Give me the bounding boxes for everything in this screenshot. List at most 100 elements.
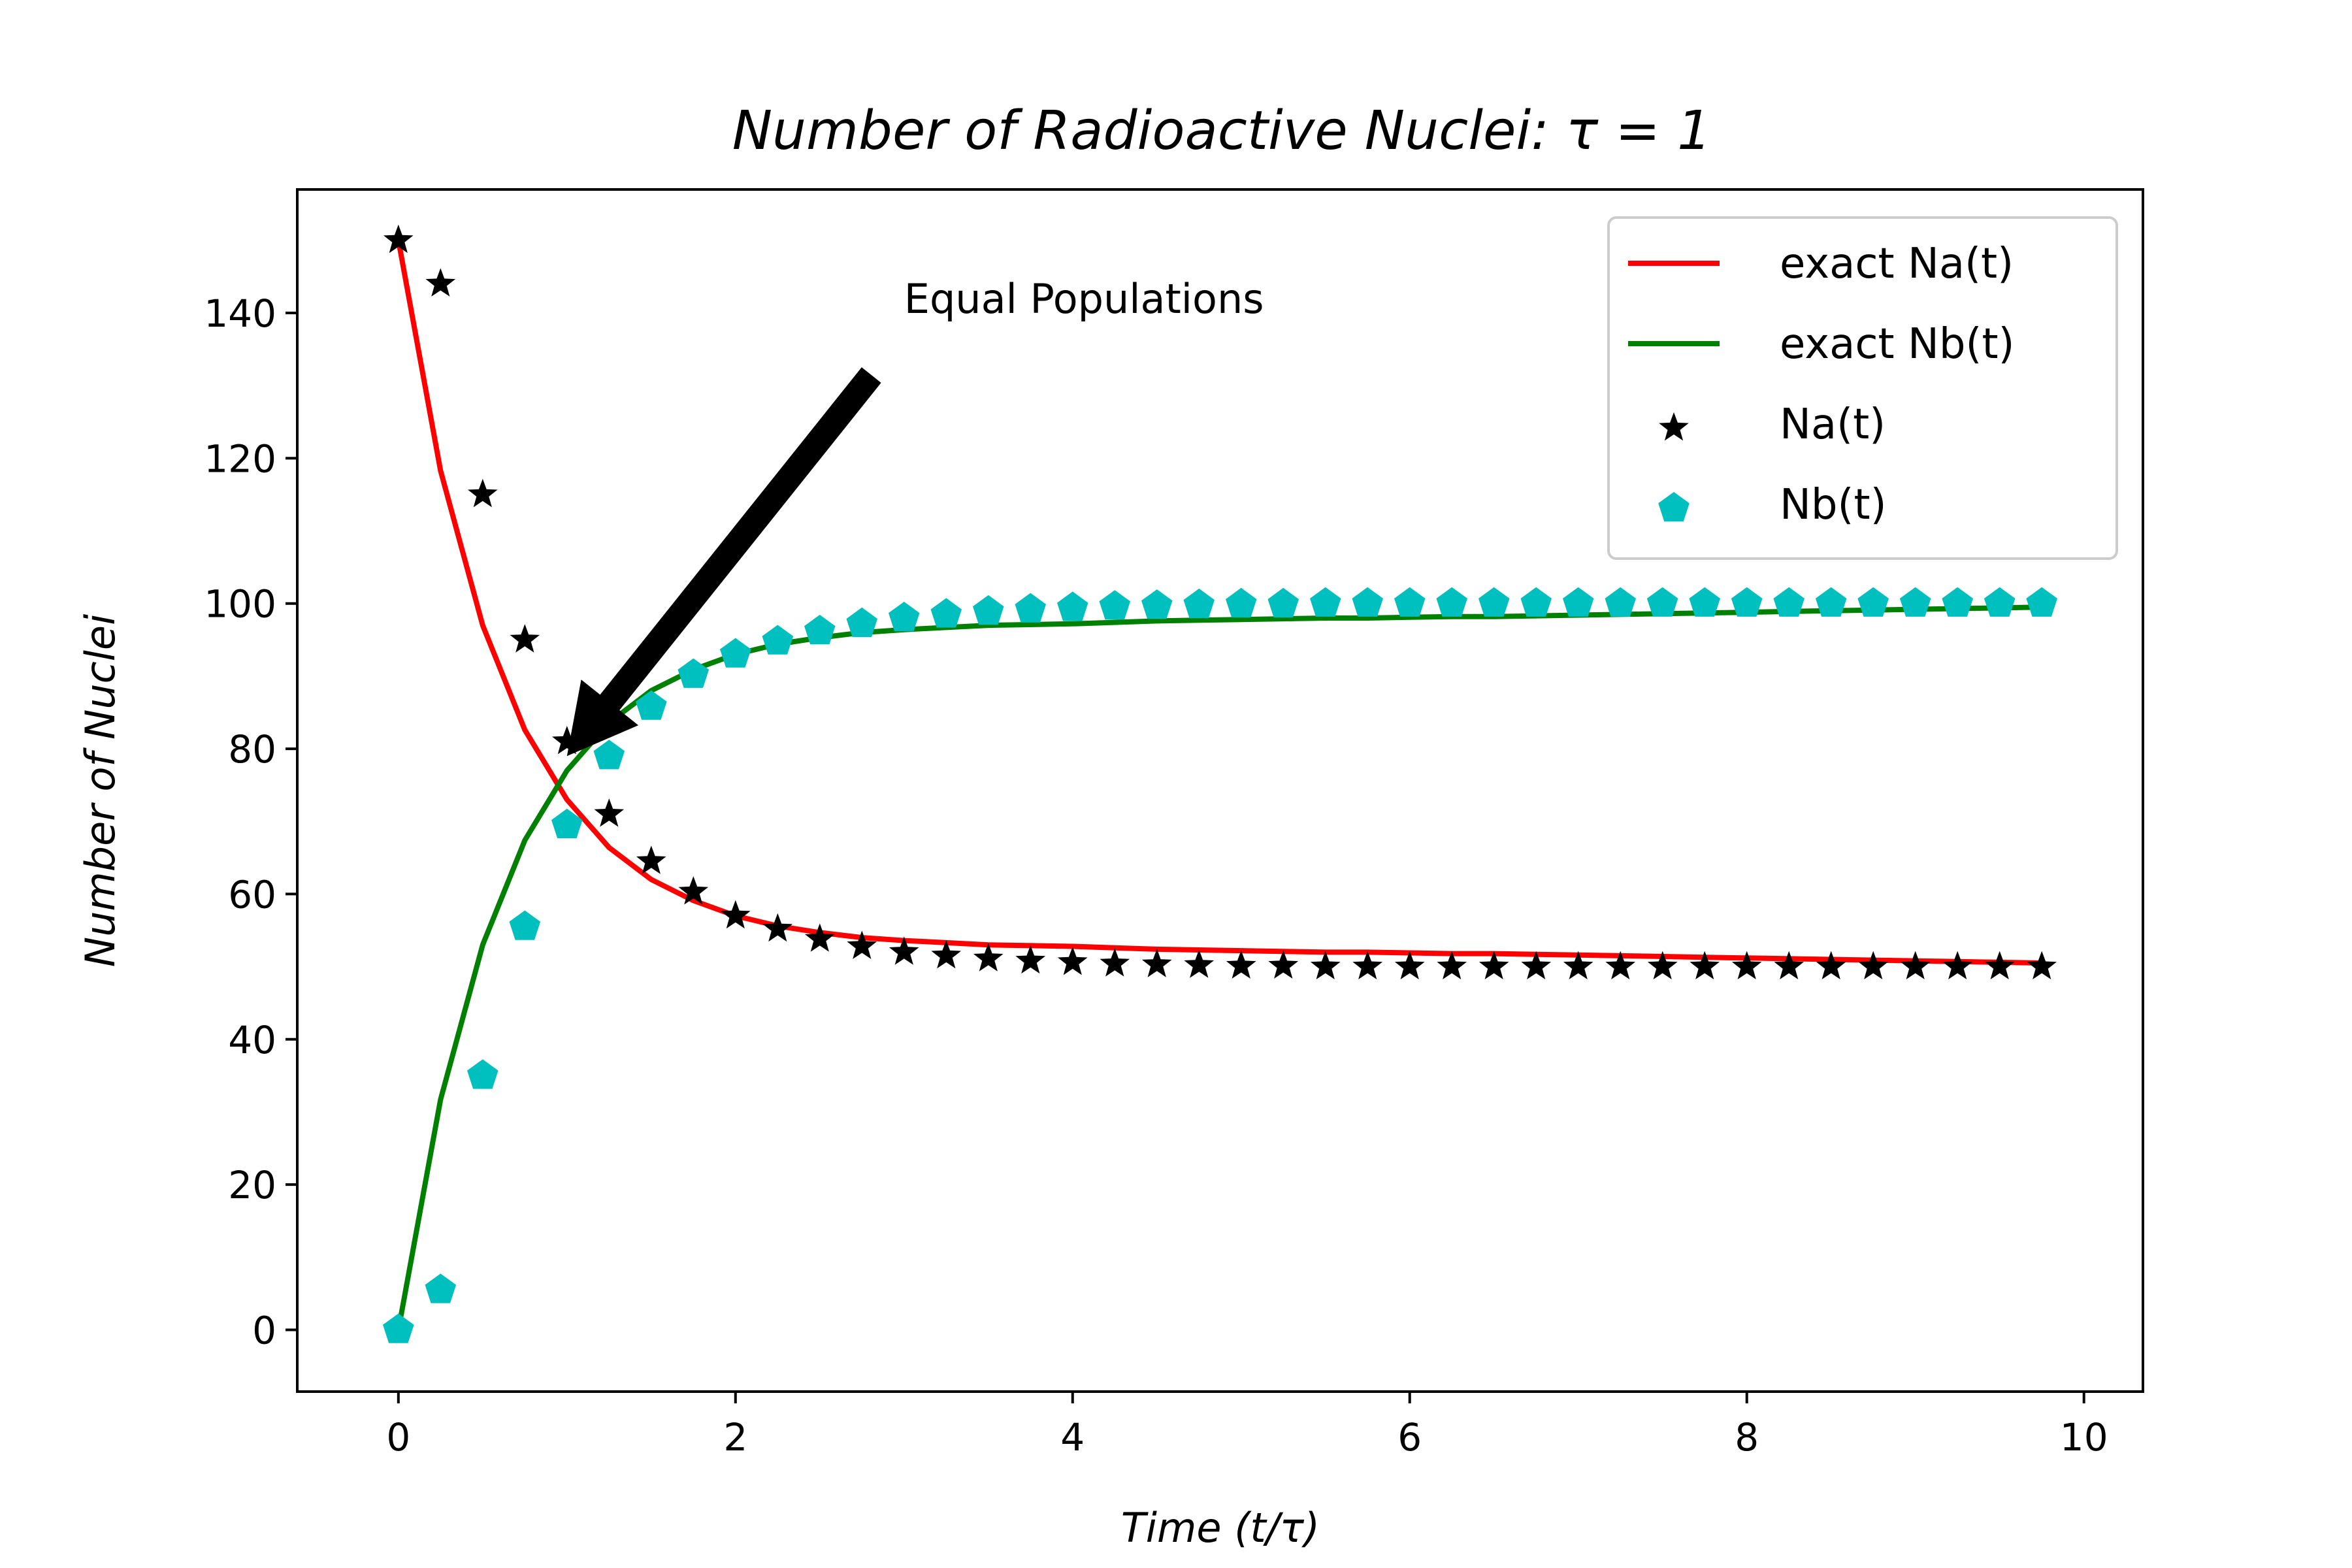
x-tick-label: 10: [2060, 1415, 2108, 1460]
data-point-nb-t: [1563, 587, 1594, 617]
data-point-nb-t: [1352, 587, 1383, 617]
data-point-na-t: [1647, 951, 1678, 979]
legend-label-exact-nb-t: exact Nb(t): [1780, 320, 2015, 368]
data-point-na-t: [1478, 951, 1509, 979]
data-point-nb-t: [1899, 587, 1931, 617]
y-tick-label: 60: [228, 872, 276, 917]
data-point-na-t: [1394, 951, 1425, 979]
data-point-na-t: [1942, 951, 1972, 979]
data-point-nb-t: [1605, 587, 1636, 617]
data-point-nb-t: [425, 1273, 457, 1303]
data-point-nb-t: [1984, 587, 2016, 617]
data-point-nb-t: [846, 607, 877, 638]
data-point-nb-t: [593, 740, 625, 770]
data-point-nb-t: [1520, 587, 1552, 617]
data-point-nb-t: [1857, 587, 1889, 617]
legend-box: [1607, 216, 2118, 560]
data-point-na-t: [1731, 951, 1762, 979]
data-point-na-t: [552, 726, 582, 755]
data-point-na-t: [1184, 949, 1215, 978]
data-point-na-t: [468, 478, 498, 508]
data-point-nb-t: [636, 690, 667, 720]
data-point-na-t: [1774, 951, 1804, 979]
legend-label-nb-t: Nb(t): [1780, 481, 1887, 529]
data-point-na-t: [594, 798, 625, 827]
data-point-nb-t: [1057, 591, 1088, 621]
series-line-exact-na-t: [395, 240, 2042, 966]
data-point-nb-t: [678, 658, 710, 688]
y-tick-label: 140: [204, 291, 276, 336]
data-point-na-t: [762, 913, 793, 942]
legend-swatch-na-t: [1659, 412, 1689, 441]
data-point-na-t: [973, 943, 1004, 972]
annotation-text: Equal Populations: [904, 275, 1264, 323]
data-point-nb-t: [467, 1059, 498, 1089]
data-point-nb-t: [1015, 593, 1046, 623]
data-point-na-t: [1268, 950, 1299, 979]
plot-frame: [296, 188, 2144, 1393]
y-tick-label: 120: [204, 436, 276, 481]
annotation: Equal Populations: [566, 275, 1264, 757]
annotation-arrow: [566, 367, 881, 757]
data-point-nb-t: [1689, 587, 1720, 617]
data-point-na-t: [425, 268, 456, 297]
chart-title: Number of Radioactive Nuclei: τ = 1: [732, 100, 1712, 162]
data-point-na-t: [1605, 951, 1636, 979]
data-point-nb-t: [1183, 588, 1215, 619]
data-point-na-t: [1310, 951, 1341, 979]
data-point-na-t: [510, 624, 540, 653]
data-point-na-t: [384, 224, 414, 253]
data-point-nb-t: [1773, 587, 1805, 617]
data-point-nb-t: [1099, 590, 1130, 620]
data-point-nb-t: [1815, 587, 1847, 617]
y-tick-label: 40: [228, 1018, 276, 1062]
y-tick-label: 80: [228, 727, 276, 772]
data-point-nb-t: [720, 638, 751, 668]
x-tick-label: 8: [1735, 1415, 1759, 1460]
data-point-na-t: [889, 936, 919, 965]
data-point-nb-t: [551, 808, 583, 838]
data-point-na-t: [847, 930, 877, 959]
data-point-na-t: [636, 845, 666, 874]
data-point-nb-t: [1226, 587, 1257, 618]
data-point-na-t: [1226, 950, 1256, 979]
data-point-na-t: [721, 900, 751, 929]
data-point-na-t: [1057, 946, 1088, 975]
y-axis-title: Number of Nuclei: [76, 614, 124, 968]
data-point-na-t: [804, 923, 835, 952]
data-point-nb-t: [762, 625, 794, 655]
y-tick-label: 100: [204, 582, 276, 627]
y-tick-label: 20: [228, 1163, 276, 1207]
data-point-na-t: [678, 876, 709, 905]
data-point-nb-t: [1267, 587, 1299, 618]
data-point-nb-t: [1942, 587, 1973, 617]
legend-swatch-nb-t: [1658, 492, 1690, 522]
series-line-exact-nb-t: [395, 604, 2042, 1331]
data-point-nb-t: [2026, 587, 2057, 617]
data-point-na-t: [2027, 951, 2057, 979]
data-point-na-t: [1437, 951, 1467, 979]
data-point-nb-t: [1478, 587, 1510, 617]
data-point-nb-t: [1436, 587, 1467, 617]
data-point-na-t: [1858, 951, 1888, 979]
plot-area: [383, 224, 2057, 1343]
y-tick-label: 0: [252, 1308, 276, 1352]
data-point-na-t: [1816, 951, 1846, 979]
data-point-na-t: [1521, 951, 1552, 979]
legend-label-exact-na-t: exact Na(t): [1780, 240, 2014, 288]
x-tick-label: 6: [1397, 1415, 1422, 1460]
data-point-nb-t: [889, 602, 920, 632]
data-point-na-t: [1015, 945, 1046, 974]
data-point-nb-t: [1310, 587, 1341, 617]
data-point-nb-t: [1394, 587, 1426, 617]
data-point-na-t: [1900, 951, 1931, 979]
data-point-na-t: [1141, 949, 1172, 977]
data-point-nb-t: [383, 1313, 414, 1343]
data-point-nb-t: [804, 615, 836, 645]
x-axis: 0 2 4 6 8 10: [386, 1392, 2108, 1460]
series-markers-na-t: [384, 224, 2057, 979]
data-point-nb-t: [1731, 587, 1763, 617]
data-point-nb-t: [1646, 587, 1678, 617]
series-markers-nb-t: [383, 587, 2057, 1343]
